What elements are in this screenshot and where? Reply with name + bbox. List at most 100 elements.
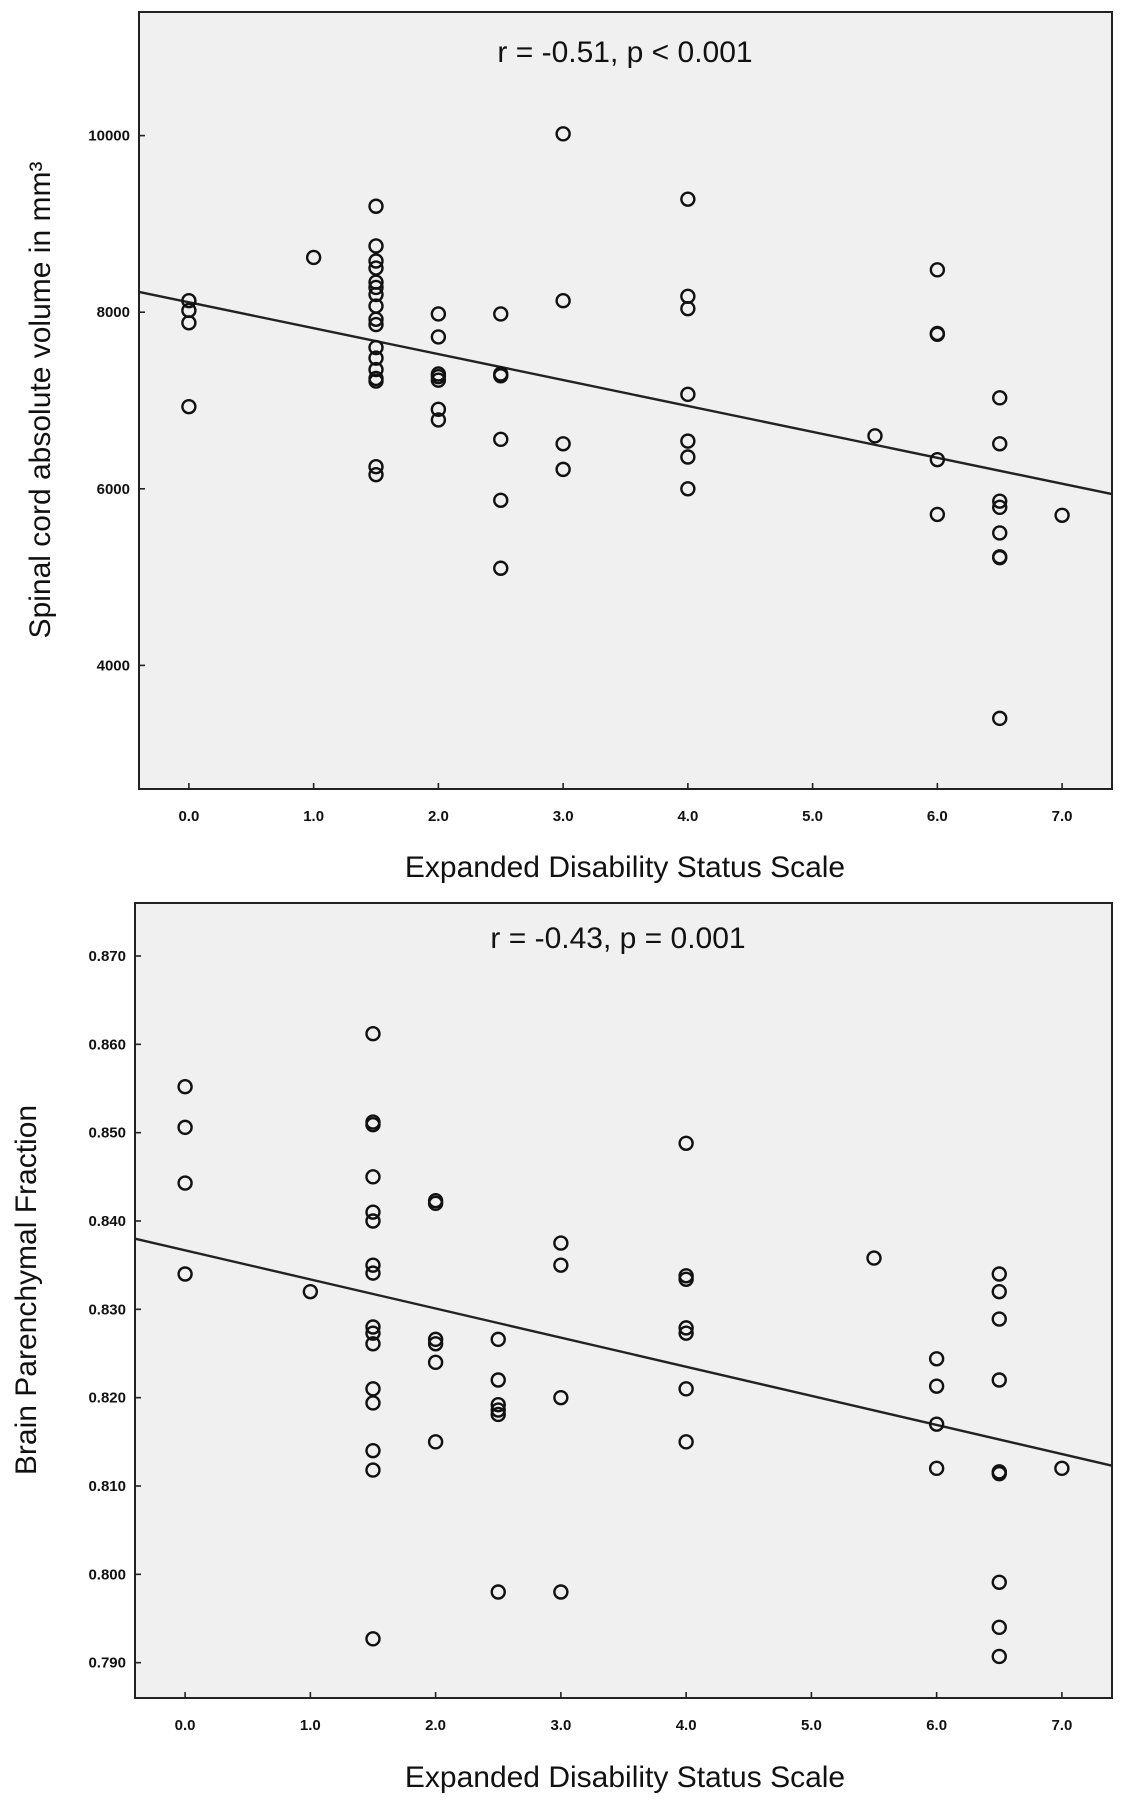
scatter-point xyxy=(553,1389,569,1406)
scatter-point xyxy=(365,1325,381,1341)
scatter-point xyxy=(678,1434,694,1450)
y-tick-label: 0.820 xyxy=(88,1390,126,1407)
y-axis-title: Spinal cord absolute volume in mm³ xyxy=(24,162,57,639)
scatter-point xyxy=(490,1402,506,1418)
scatter-point xyxy=(427,1354,444,1371)
y-tick-label: 8000 xyxy=(97,304,130,321)
scatter-point xyxy=(555,461,571,478)
y-tick-labels: 0.790 0.800 0.810 0.820 0.830 0.840 0.850 0.860… xyxy=(88,948,126,1672)
scatter-point xyxy=(992,499,1008,516)
regression-line-group xyxy=(138,290,1113,496)
scatter-point xyxy=(992,493,1008,509)
x-tick-labels: 0.0 1.0 2.0 3.0 4.0 5.0 6.0 7.0 xyxy=(178,808,1072,825)
scatter-point xyxy=(430,329,447,345)
chart-brain-parenchymal-fraction: 0.0 1.0 2.0 3.0 4.0 5.0 6.0 7.0 0.790 0.800 0.810… xyxy=(10,902,1113,1794)
x-tick-label: 2.0 xyxy=(428,808,449,825)
scatter-point xyxy=(992,549,1008,566)
y-tick-label: 4000 xyxy=(97,657,130,674)
scatter-point xyxy=(991,1574,1007,1590)
scatter-point xyxy=(991,1619,1007,1636)
y-tick-label: 0.790 xyxy=(88,1655,126,1672)
x-tick-label: 2.0 xyxy=(425,1717,446,1734)
scatter-point xyxy=(365,1257,381,1273)
scatter-point xyxy=(929,326,946,342)
scatter-point xyxy=(427,1336,444,1352)
scatter-point xyxy=(365,1462,381,1478)
scatter-point xyxy=(490,1331,506,1348)
x-tick-label: 7.0 xyxy=(1051,1717,1072,1734)
x-axis-title: Expanded Disability Status Scale xyxy=(405,1761,845,1794)
x-tick-label: 1.0 xyxy=(300,1717,321,1734)
scatter-point xyxy=(991,1648,1007,1665)
scatter-point xyxy=(929,451,946,468)
scatter-point xyxy=(678,1381,694,1397)
x-tick-label: 6.0 xyxy=(927,808,948,825)
scatter-point xyxy=(493,431,509,448)
scatter-point xyxy=(427,1434,444,1450)
scatter-point xyxy=(493,492,509,508)
regression-line xyxy=(138,290,1113,496)
scatter-point xyxy=(181,315,197,331)
scatter-point xyxy=(678,1135,694,1151)
y-axis-title: Brain Parenchymal Fraction xyxy=(10,1105,43,1475)
plot-area xyxy=(138,11,1113,790)
scatter-point xyxy=(427,1331,444,1348)
scatter-point xyxy=(555,126,571,142)
scatter-point xyxy=(368,198,384,214)
scatter-point xyxy=(430,401,447,418)
plot-area xyxy=(134,902,1113,1699)
scatter-point xyxy=(867,428,883,444)
scatter-point xyxy=(365,1117,381,1133)
scatter-point xyxy=(493,560,509,576)
scatter-point xyxy=(680,191,696,207)
y-tick-label: 0.830 xyxy=(88,1301,126,1318)
data-points xyxy=(181,126,1070,727)
scatter-point xyxy=(929,262,946,278)
x-tick-label: 6.0 xyxy=(926,1717,947,1734)
scatter-point xyxy=(302,1283,319,1300)
scatter-point xyxy=(368,238,384,254)
scatter-point xyxy=(368,253,384,269)
scatter-point xyxy=(680,386,696,403)
y-tick-label: 0.840 xyxy=(88,1213,126,1230)
x-tick-label: 5.0 xyxy=(802,808,823,825)
scatter-point xyxy=(177,1119,193,1136)
y-tick-label: 0.850 xyxy=(88,1125,126,1142)
scatter-point xyxy=(181,398,197,415)
y-tick-label: 0.810 xyxy=(88,1478,126,1495)
scatter-point xyxy=(553,1235,569,1251)
x-tick-label: 3.0 xyxy=(550,1717,571,1734)
y-tick-label: 0.800 xyxy=(88,1566,126,1583)
scatter-point xyxy=(368,350,384,366)
scatter-point xyxy=(365,1026,381,1042)
scatter-point xyxy=(680,433,696,449)
y-tick-label: 6000 xyxy=(97,481,130,498)
scatter-point xyxy=(928,1378,945,1394)
y-tick-label: 0.870 xyxy=(88,948,126,965)
scatter-point xyxy=(368,361,384,378)
data-points xyxy=(177,1026,1070,1665)
scatter-point xyxy=(368,459,384,475)
scatter-point xyxy=(365,1204,381,1220)
regression-line-group xyxy=(134,1237,1113,1467)
scatter-point xyxy=(368,373,384,389)
tick-marks xyxy=(135,955,1063,1698)
scatter-point xyxy=(493,306,509,322)
scatter-point xyxy=(929,506,946,523)
scatter-point xyxy=(177,1079,193,1095)
scatter-point xyxy=(678,1320,694,1336)
scatter-point xyxy=(493,368,509,384)
scatter-point xyxy=(991,1266,1007,1282)
scatter-point xyxy=(305,249,322,266)
scatter-point xyxy=(365,1213,381,1229)
scatter-point xyxy=(427,1195,444,1212)
scatter-point xyxy=(490,1406,506,1423)
scatter-point xyxy=(680,449,696,465)
scatter-point xyxy=(992,525,1008,541)
scatter-point xyxy=(368,466,384,483)
scatter-point xyxy=(368,316,384,333)
scatter-point xyxy=(866,1250,882,1266)
scatter-point xyxy=(365,1265,381,1281)
scatter-point xyxy=(430,372,447,388)
